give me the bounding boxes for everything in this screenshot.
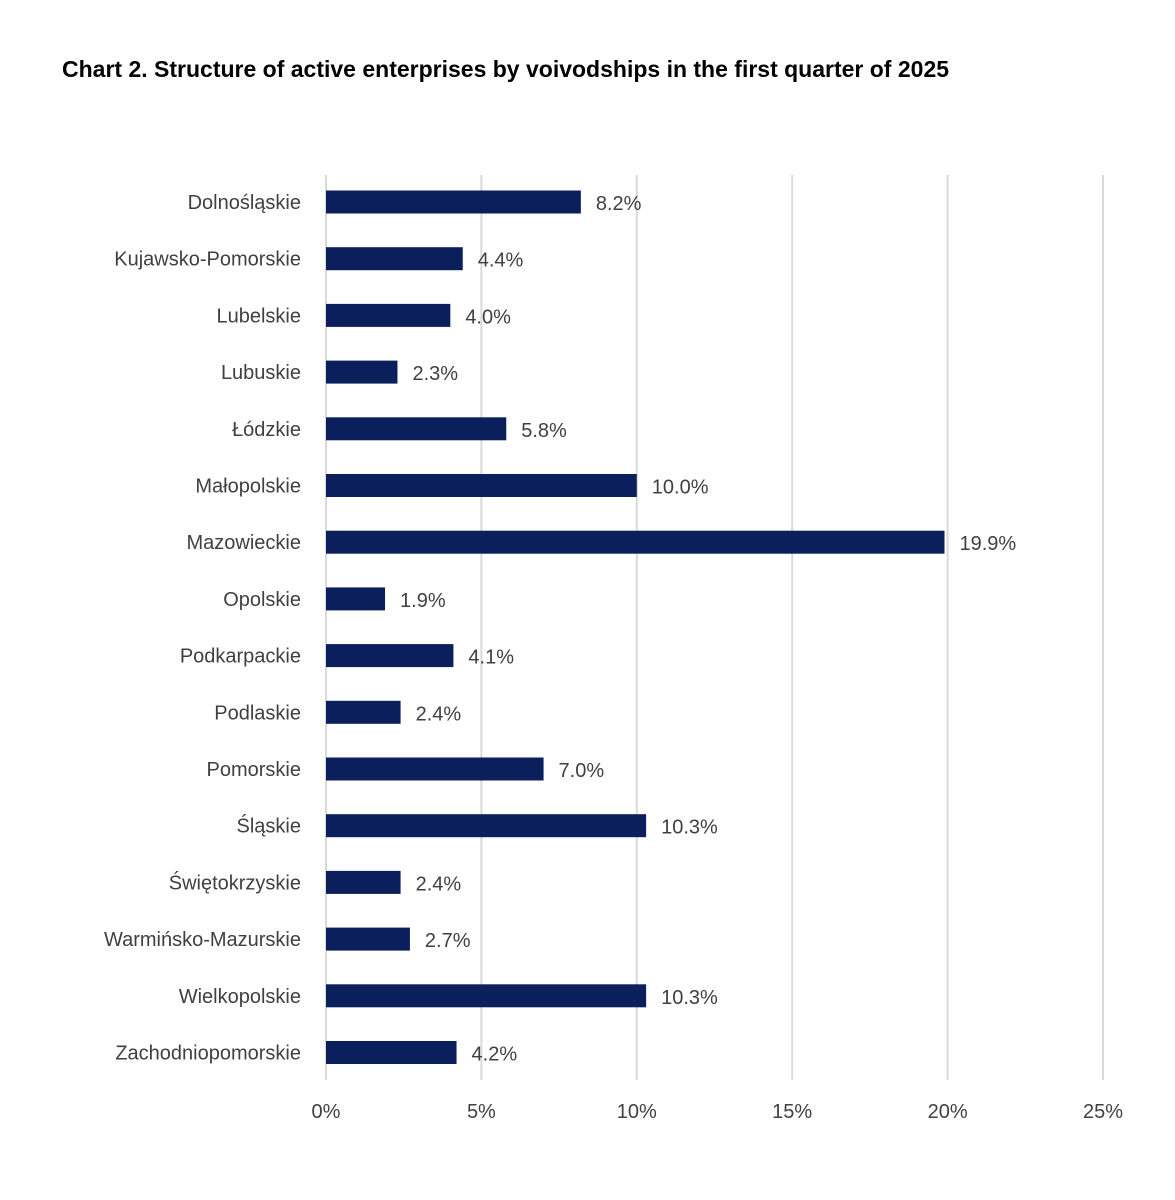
bar [326, 757, 544, 781]
x-tick-label: 20% [928, 1101, 968, 1123]
data-label: 2.3% [412, 363, 458, 385]
category-label: Lubelskie [216, 305, 301, 327]
data-label: 2.4% [416, 873, 462, 895]
chart-title: Chart 2. Structure of active enterprises… [62, 56, 950, 82]
category-label: Kujawsko-Pomorskie [114, 249, 301, 271]
bar [326, 1041, 457, 1064]
bar [326, 530, 945, 554]
data-label: 2.4% [416, 703, 462, 725]
data-label: 7.0% [559, 760, 605, 782]
bar [326, 587, 386, 611]
bar [326, 474, 637, 497]
bar [326, 644, 454, 668]
data-label: 4.0% [465, 306, 511, 328]
data-label: 4.2% [472, 1044, 518, 1066]
data-label: 4.1% [468, 647, 514, 669]
bar [326, 984, 647, 1008]
x-tick-label: 0% [312, 1101, 341, 1123]
value-labels: 8.2% 4.4% 4.0% 2.3% 5.8% 10.0% 19.9% 1.9% 4.1% 2.… [400, 193, 1016, 1066]
category-label: Łódzkie [232, 419, 301, 441]
category-label: Opolskie [223, 589, 301, 611]
category-label: Pomorskie [207, 759, 301, 781]
bar [326, 700, 401, 724]
category-label: Lubuskie [221, 362, 301, 384]
category-label: Warmińsko-Mazurskie [104, 929, 301, 951]
data-label: 10.3% [661, 987, 718, 1009]
data-label: 5.8% [521, 420, 567, 442]
x-tick-label: 25% [1083, 1101, 1123, 1123]
data-label: 19.9% [959, 533, 1016, 555]
bars [326, 190, 945, 1064]
category-labels: Dolnośląskie Kujawsko-Pomorskie Lubelskie L… [104, 192, 301, 1065]
category-label: Mazowieckie [187, 532, 301, 554]
bar [326, 247, 463, 271]
data-label: 4.4% [478, 250, 524, 272]
data-label: 10.3% [661, 817, 718, 839]
category-label: Małopolskie [195, 476, 301, 498]
category-label: Wielkopolskie [179, 986, 301, 1008]
bar [326, 360, 398, 384]
bar [326, 190, 581, 214]
x-tick-label: 5% [467, 1101, 496, 1123]
category-label: Śląskie [237, 814, 301, 838]
bar [326, 417, 507, 441]
category-label: Podlaskie [214, 702, 301, 724]
category-label: Zachodniopomorskie [115, 1043, 301, 1065]
bar [326, 870, 401, 894]
bar [326, 814, 647, 838]
bar [326, 927, 410, 951]
data-label: 2.7% [425, 930, 471, 952]
data-label: 1.9% [400, 590, 446, 612]
category-label: Świętokrzyskie [169, 870, 301, 894]
x-tick-label: 15% [772, 1101, 812, 1123]
category-label: Podkarpackie [180, 646, 301, 668]
category-label: Dolnośląskie [188, 192, 301, 214]
data-label: 10.0% [652, 477, 709, 499]
x-axis-tick-labels: 0% 5% 10% 15% 20% 25% [312, 1101, 1124, 1123]
x-tick-label: 10% [617, 1101, 657, 1123]
bar [326, 303, 451, 327]
data-label: 8.2% [596, 193, 642, 215]
